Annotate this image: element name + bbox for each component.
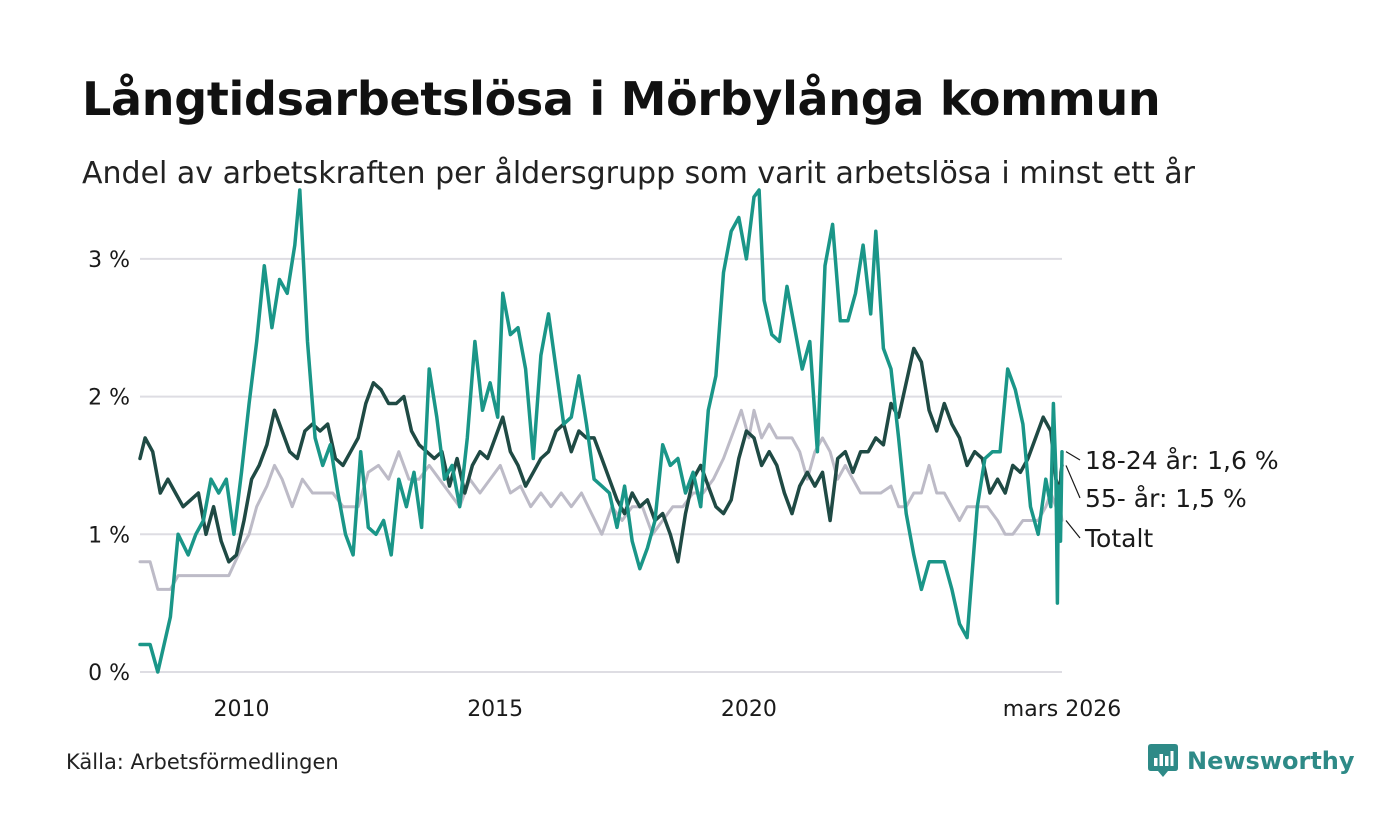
brand-logo: Newsworthy: [1148, 744, 1355, 778]
gridlines: [140, 257, 1062, 673]
end-label-older: 55- år: 1,5 %: [1085, 484, 1247, 513]
x-axis-ticks: 2010 2015 2020 mars 2026: [213, 697, 1121, 722]
end-label-leader: [1065, 520, 1081, 539]
series-line-youth: [138, 188, 1064, 674]
y-tick-label: 1 %: [88, 523, 130, 548]
x-tick-label: 2010: [213, 697, 269, 722]
end-label-total: Totalt: [1084, 524, 1153, 553]
x-tick-label: mars 2026: [1003, 697, 1121, 722]
brand-name: Newsworthy: [1187, 747, 1355, 775]
chart-title: Långtidsarbetslösa i Mörbylånga kommun: [82, 72, 1161, 126]
end-label-youth: 18-24 år: 1,6 %: [1085, 446, 1279, 475]
y-axis-ticks: 0 % 1 % 2 % 3 %: [88, 248, 130, 686]
end-label-leader: [1065, 465, 1081, 499]
x-tick-label: 2020: [721, 697, 777, 722]
y-tick-label: 3 %: [88, 248, 130, 273]
chart-subtitle: Andel av arbetskraften per åldersgrupp s…: [82, 156, 1195, 191]
newsworthy-logo-icon: [1148, 744, 1178, 777]
x-tick-label: 2015: [467, 697, 523, 722]
end-labels: 18-24 år: 1,6 % 55- år: 1,5 % Totalt: [1065, 446, 1279, 553]
series-line-total: [138, 408, 1064, 591]
y-tick-label: 2 %: [88, 386, 130, 411]
y-tick-label: 0 %: [88, 661, 130, 686]
series-line-older: [138, 346, 1064, 564]
end-label-leader: [1065, 451, 1081, 461]
source-credit: Källa: Arbetsförmedlingen: [66, 750, 339, 774]
series-lines: [138, 188, 1064, 674]
